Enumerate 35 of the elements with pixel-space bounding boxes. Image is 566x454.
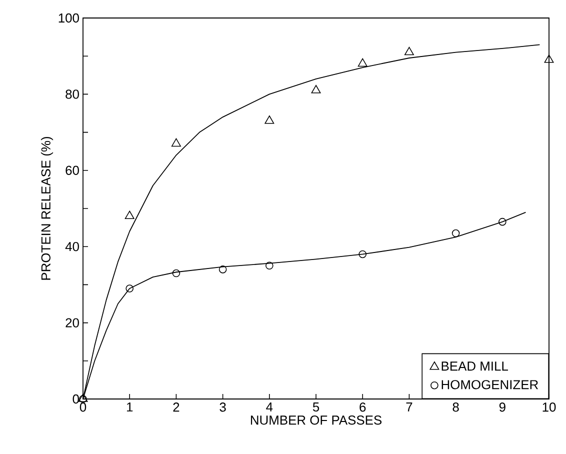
x-tick-label: 1 [126, 402, 133, 412]
point [266, 262, 274, 270]
y-tick-label: 100 [58, 13, 79, 23]
point [404, 46, 414, 56]
x-tick-label: 2 [173, 402, 180, 412]
y-tick-label: 80 [66, 90, 79, 99]
point [358, 58, 368, 67]
point [311, 84, 321, 94]
x-tick-label: 10 [542, 402, 556, 412]
point [358, 250, 367, 258]
point [498, 218, 506, 226]
point [172, 269, 180, 278]
y-tick-label: 0 [72, 394, 79, 404]
x-tick-label: 5 [312, 402, 320, 412]
point [126, 284, 134, 292]
y-axis-title: PROTEIN RELEASE (%) [40, 136, 54, 280]
x-tick-label: 7 [406, 402, 412, 412]
legend-label: BEAD MILL [442, 362, 508, 371]
y-tick-label: 60 [66, 166, 79, 175]
x-tick-label: 8 [452, 402, 459, 412]
y-tick-label: 20 [66, 318, 79, 328]
point [218, 266, 227, 274]
point [171, 138, 181, 147]
x-tick-label: 9 [499, 402, 506, 412]
y-tick-label: 40 [65, 242, 79, 252]
legend-label: HOMOGENIZER [442, 380, 538, 390]
point [124, 210, 134, 220]
point [452, 229, 460, 238]
point [264, 115, 274, 124]
x-tick-label: 6 [360, 402, 366, 412]
x-axis-title: NUMBER OF PASSES [250, 416, 382, 425]
x-tick-label: 0 [80, 402, 86, 412]
x-tick-label: 3 [220, 402, 226, 412]
point [544, 54, 554, 63]
x-tick-label: 4 [266, 402, 273, 412]
